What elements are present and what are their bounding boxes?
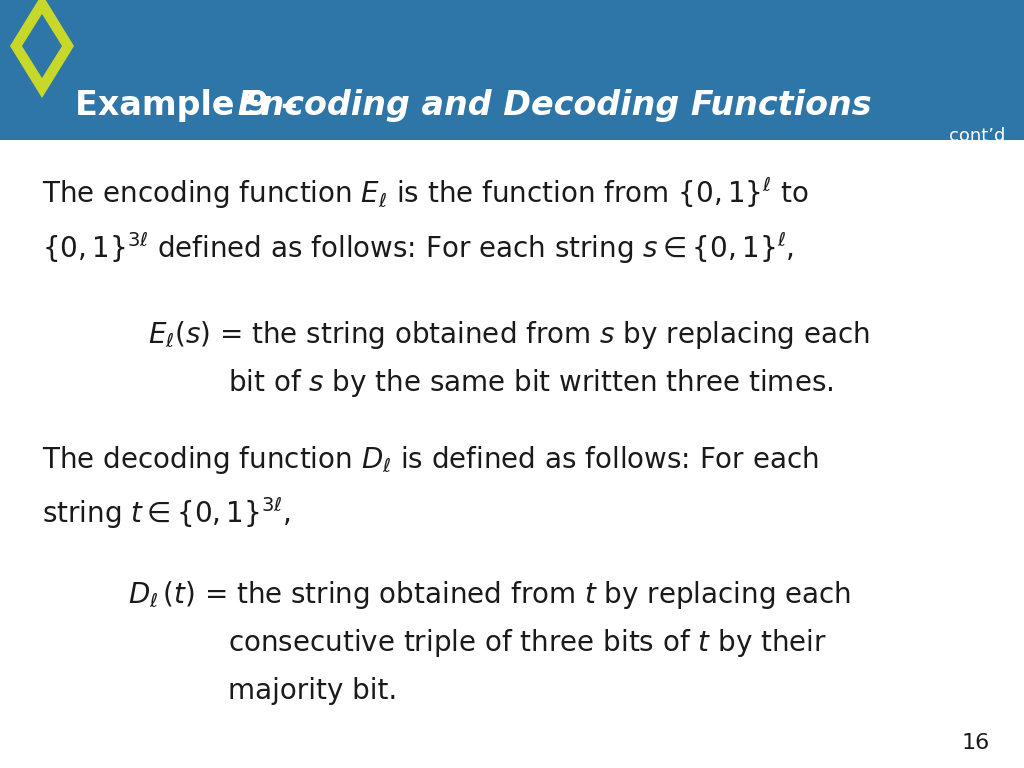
Polygon shape [10, 0, 74, 98]
Text: string $t \in \{0,1\}^{3\ell}$,: string $t \in \{0,1\}^{3\ell}$, [42, 495, 291, 531]
Text: majority bit.: majority bit. [228, 677, 397, 705]
Text: Encoding and Decoding Functions: Encoding and Decoding Functions [75, 88, 871, 121]
Bar [0, 0, 1024, 140]
Text: bit of $s$ by the same bit written three times.: bit of $s$ by the same bit written three… [228, 367, 834, 399]
Text: $D_\ell\,(t)$ = the string obtained from $t$ by replacing each: $D_\ell\,(t)$ = the string obtained from… [128, 579, 851, 611]
Text: consecutive triple of three bits of $t$ by their: consecutive triple of three bits of $t$ … [228, 627, 827, 659]
Text: The decoding function $D_\ell$ is defined as follows: For each: The decoding function $D_\ell$ is define… [42, 444, 819, 476]
Text: The encoding function $E_\ell$ is the function from $\{0,1\}^\ell$ to: The encoding function $E_\ell$ is the fu… [42, 175, 809, 211]
Text: $\{0,1\}^{3\ell}$ defined as follows: For each string $s \in \{0,1\}^\ell$,: $\{0,1\}^{3\ell}$ defined as follows: Fo… [42, 230, 794, 266]
Polygon shape [22, 14, 62, 78]
Text: $E_\ell(s)$ = the string obtained from $s$ by replacing each: $E_\ell(s)$ = the string obtained from $… [148, 319, 870, 351]
Text: cont’d: cont’d [948, 127, 1005, 145]
Text: 16: 16 [962, 733, 990, 753]
Text: Example 9 –: Example 9 – [75, 88, 309, 121]
